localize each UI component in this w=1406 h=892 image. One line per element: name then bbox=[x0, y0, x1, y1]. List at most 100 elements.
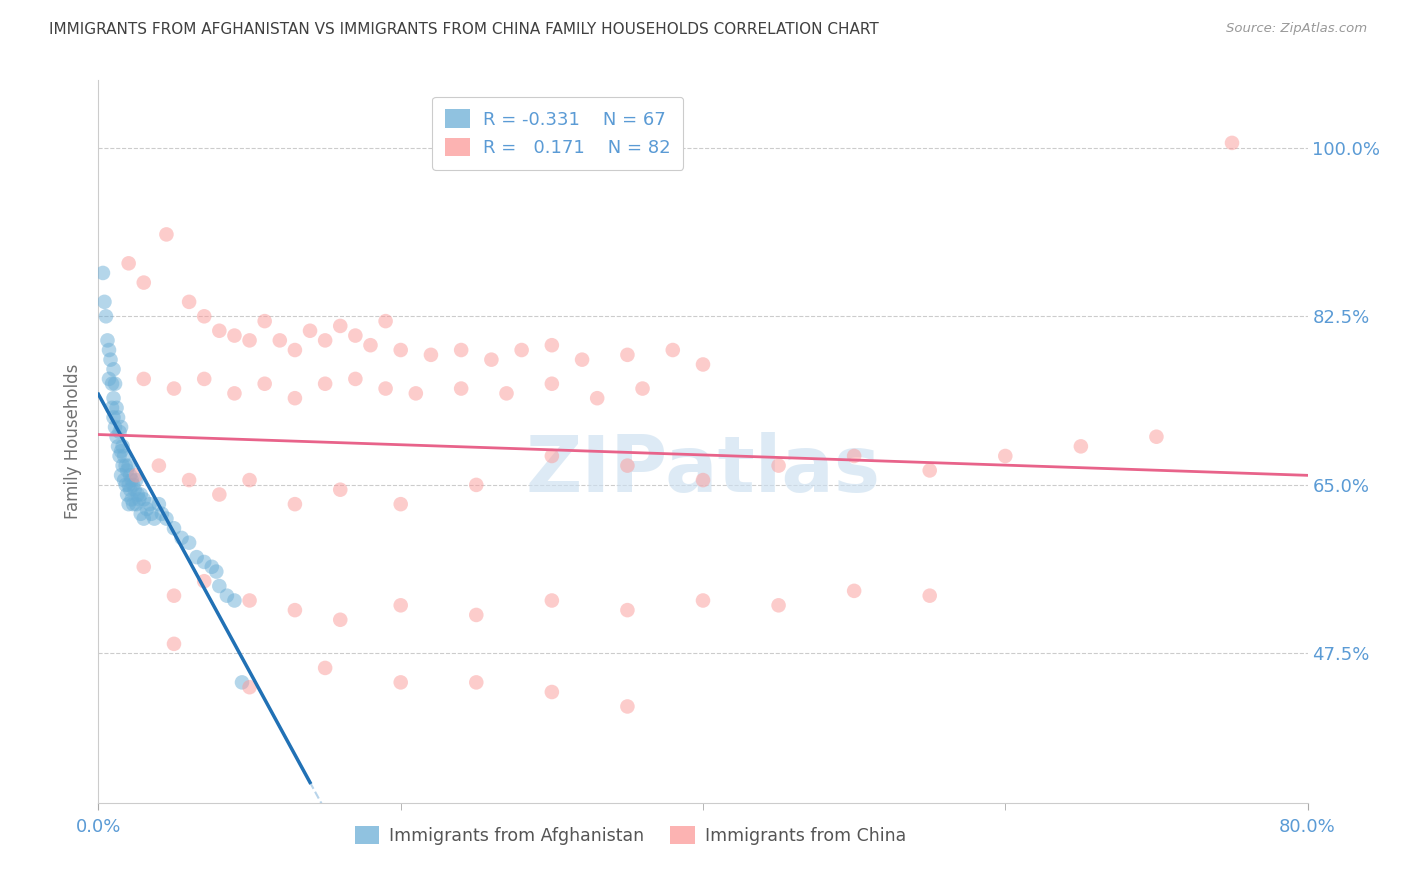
Point bbox=[405, 386, 427, 401]
Point bbox=[163, 521, 186, 535]
Point bbox=[105, 430, 128, 444]
Point bbox=[128, 492, 150, 507]
Point bbox=[179, 294, 201, 309]
Point bbox=[129, 507, 152, 521]
Point bbox=[193, 574, 215, 589]
Point bbox=[118, 458, 141, 473]
Point bbox=[360, 338, 382, 352]
Point bbox=[314, 334, 336, 348]
Point bbox=[103, 410, 125, 425]
Y-axis label: Family Households: Family Households bbox=[65, 364, 83, 519]
Point bbox=[135, 502, 157, 516]
Point bbox=[107, 439, 129, 453]
Point bbox=[132, 559, 155, 574]
Point bbox=[224, 386, 246, 401]
Point bbox=[125, 497, 148, 511]
Point bbox=[284, 391, 307, 405]
Point bbox=[420, 348, 443, 362]
Point bbox=[540, 685, 562, 699]
Point bbox=[389, 675, 412, 690]
Point bbox=[1146, 430, 1168, 444]
Point bbox=[205, 565, 228, 579]
Point bbox=[110, 468, 132, 483]
Point bbox=[132, 511, 155, 525]
Point bbox=[540, 338, 562, 352]
Point bbox=[186, 550, 208, 565]
Point bbox=[170, 531, 193, 545]
Point bbox=[208, 579, 231, 593]
Point bbox=[510, 343, 533, 357]
Point bbox=[132, 276, 155, 290]
Point bbox=[115, 487, 138, 501]
Point bbox=[314, 376, 336, 391]
Point bbox=[101, 401, 124, 415]
Point bbox=[215, 589, 238, 603]
Point bbox=[269, 334, 291, 348]
Point bbox=[239, 680, 262, 694]
Point bbox=[1070, 439, 1092, 453]
Point bbox=[768, 458, 790, 473]
Point bbox=[111, 439, 134, 453]
Point bbox=[661, 343, 683, 357]
Point bbox=[114, 478, 136, 492]
Text: Source: ZipAtlas.com: Source: ZipAtlas.com bbox=[1226, 22, 1367, 36]
Point bbox=[163, 637, 186, 651]
Point bbox=[329, 318, 352, 333]
Point bbox=[103, 391, 125, 405]
Point bbox=[111, 458, 134, 473]
Point bbox=[122, 478, 145, 492]
Point bbox=[465, 478, 488, 492]
Point bbox=[692, 358, 714, 372]
Text: ZIPatlas: ZIPatlas bbox=[526, 433, 880, 508]
Point bbox=[179, 473, 201, 487]
Point bbox=[844, 449, 866, 463]
Point bbox=[115, 463, 138, 477]
Point bbox=[450, 382, 472, 396]
Point bbox=[132, 492, 155, 507]
Point bbox=[150, 507, 173, 521]
Point bbox=[112, 473, 135, 487]
Point bbox=[148, 497, 170, 511]
Point bbox=[586, 391, 609, 405]
Point bbox=[193, 555, 215, 569]
Point bbox=[148, 458, 170, 473]
Point bbox=[121, 492, 143, 507]
Point bbox=[104, 376, 127, 391]
Point bbox=[239, 334, 262, 348]
Point bbox=[374, 382, 396, 396]
Point bbox=[112, 449, 135, 463]
Point bbox=[239, 593, 262, 607]
Point bbox=[692, 593, 714, 607]
Point bbox=[114, 458, 136, 473]
Point bbox=[120, 468, 142, 483]
Point bbox=[329, 483, 352, 497]
Point bbox=[224, 593, 246, 607]
Point bbox=[495, 386, 517, 401]
Point bbox=[104, 420, 127, 434]
Text: IMMIGRANTS FROM AFGHANISTAN VS IMMIGRANTS FROM CHINA FAMILY HOUSEHOLDS CORRELATI: IMMIGRANTS FROM AFGHANISTAN VS IMMIGRANT… bbox=[49, 22, 879, 37]
Point bbox=[918, 463, 941, 477]
Point bbox=[616, 699, 638, 714]
Point bbox=[253, 376, 276, 391]
Point bbox=[110, 444, 132, 458]
Point bbox=[179, 535, 201, 549]
Point bbox=[389, 343, 412, 357]
Point bbox=[768, 599, 790, 613]
Point bbox=[108, 425, 131, 439]
Point bbox=[110, 420, 132, 434]
Point bbox=[284, 603, 307, 617]
Point bbox=[329, 613, 352, 627]
Point bbox=[193, 372, 215, 386]
Point bbox=[193, 310, 215, 324]
Point bbox=[121, 473, 143, 487]
Point bbox=[107, 410, 129, 425]
Point bbox=[239, 473, 262, 487]
Point bbox=[141, 507, 163, 521]
Point bbox=[100, 352, 122, 367]
Point bbox=[201, 559, 224, 574]
Point bbox=[631, 382, 654, 396]
Point bbox=[465, 675, 488, 690]
Point bbox=[571, 352, 593, 367]
Point bbox=[389, 599, 412, 613]
Point bbox=[481, 352, 503, 367]
